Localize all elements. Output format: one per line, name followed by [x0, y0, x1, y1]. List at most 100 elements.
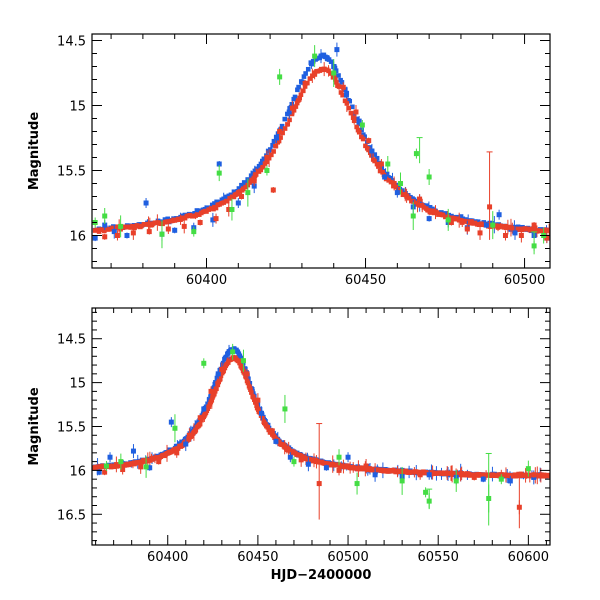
data-point [201, 360, 207, 366]
data-point [443, 211, 449, 216]
data-point [248, 387, 253, 392]
data-point [415, 202, 420, 207]
data-point [258, 161, 264, 167]
data-point [213, 216, 219, 222]
data-point [240, 358, 246, 364]
data-point [240, 183, 245, 188]
data-point [277, 129, 283, 134]
data-point [366, 138, 372, 144]
data-point [289, 105, 295, 111]
bottom-panel: 60400 60450 60500 60550 60600 14.5 15 15.5 16 16.… [27, 307, 551, 583]
data-point [250, 394, 256, 400]
series-green [92, 45, 547, 251]
data-point [102, 222, 108, 228]
data-point [376, 164, 381, 169]
data-point [186, 432, 192, 438]
data-point [514, 226, 519, 232]
data-point [525, 466, 531, 472]
data-point [210, 217, 216, 223]
data-point [206, 397, 212, 402]
data-point [444, 470, 450, 476]
data-point [210, 393, 216, 399]
data-point [350, 104, 355, 110]
data-point [464, 226, 470, 232]
data-point [118, 223, 124, 229]
y-axis-label: Magnitude [27, 112, 42, 191]
data-point [168, 419, 174, 425]
data-point [424, 203, 429, 208]
data-point [160, 221, 165, 227]
data-point [282, 406, 288, 412]
data-point [326, 68, 331, 74]
data-point [295, 98, 301, 103]
data-point [189, 433, 195, 439]
data-point [308, 61, 314, 67]
data-point [310, 59, 316, 64]
data-point [448, 220, 454, 225]
data-point [107, 454, 113, 460]
data-point [342, 98, 348, 104]
y-tick-label: 15 [69, 100, 86, 115]
data-point [372, 472, 378, 478]
data-point [546, 228, 550, 233]
data-point [340, 92, 345, 98]
data-point [271, 138, 277, 144]
data-point [353, 109, 359, 115]
data-point [390, 467, 396, 473]
data-point [96, 469, 102, 475]
data-point [334, 47, 340, 53]
data-point [260, 164, 266, 170]
series-green [103, 343, 531, 513]
data-point [230, 349, 236, 355]
series-red [102, 62, 550, 244]
data-point [312, 71, 318, 77]
data-point [305, 66, 311, 72]
data-point [531, 472, 537, 478]
data-point [547, 473, 550, 479]
data-point [250, 171, 256, 176]
y-tick-label: 16 [69, 230, 86, 245]
data-point [103, 463, 109, 469]
data-point [260, 416, 265, 421]
data-point [270, 142, 275, 148]
data-point [328, 59, 334, 65]
data-point [111, 229, 117, 235]
data-point [282, 126, 288, 131]
data-point [238, 355, 244, 361]
x-tick-label: 60400 [186, 273, 227, 288]
data-point [356, 118, 362, 124]
data-point [174, 450, 180, 456]
data-point [165, 226, 171, 232]
data-point [426, 216, 432, 222]
data-point [426, 472, 432, 478]
data-point [471, 474, 477, 480]
data-point [301, 74, 307, 79]
data-point [172, 425, 178, 431]
data-point [490, 222, 496, 228]
data-point [507, 478, 513, 484]
data-point [286, 109, 292, 115]
data-point [215, 382, 221, 388]
data-point [297, 95, 302, 101]
data-point [231, 355, 237, 361]
data-point [143, 222, 149, 227]
x-tick-label: 60550 [418, 550, 459, 565]
data-point [359, 127, 364, 133]
data-point [237, 189, 243, 194]
data-point [336, 467, 342, 473]
y-tick-label: 15.5 [57, 165, 86, 180]
data-point [209, 398, 215, 403]
data-point [251, 183, 257, 189]
data-point [404, 194, 410, 199]
data-point [433, 209, 438, 215]
data-point [421, 205, 427, 210]
data-point [410, 213, 416, 219]
data-point [293, 104, 299, 109]
data-point [138, 464, 144, 470]
data-point [143, 200, 149, 206]
data-point [336, 84, 342, 89]
data-point [498, 476, 504, 482]
data-point [212, 389, 218, 394]
data-point [475, 219, 481, 224]
data-point [363, 463, 369, 469]
